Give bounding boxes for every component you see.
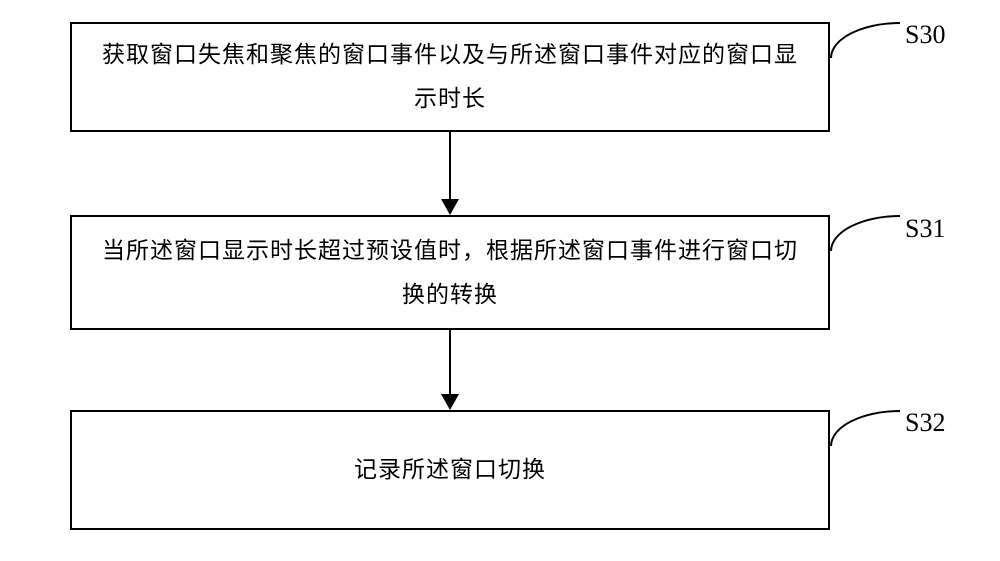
flow-step-s30: 获取窗口失焦和聚焦的窗口事件以及与所述窗口事件对应的窗口显示时长 bbox=[70, 22, 830, 132]
arrow-s30-s31-head bbox=[441, 199, 459, 215]
arrow-s31-s32-head bbox=[441, 394, 459, 410]
arrow-s30-s31-line bbox=[449, 132, 451, 199]
label-s31: S31 bbox=[905, 214, 945, 244]
label-s32: S32 bbox=[905, 408, 945, 438]
flow-step-s31: 当所述窗口显示时长超过预设值时，根据所述窗口事件进行窗口切换的转换 bbox=[70, 215, 830, 330]
flow-step-s31-text: 当所述窗口显示时长超过预设值时，根据所述窗口事件进行窗口切换的转换 bbox=[102, 229, 798, 316]
callout-s31 bbox=[830, 215, 900, 251]
arrow-s31-s32-line bbox=[449, 330, 451, 394]
flow-step-s32: 记录所述窗口切换 bbox=[70, 410, 830, 530]
flowchart-canvas: 获取窗口失焦和聚焦的窗口事件以及与所述窗口事件对应的窗口显示时长 S30 当所述… bbox=[0, 0, 1000, 561]
callout-s32 bbox=[830, 410, 900, 446]
flow-step-s32-text: 记录所述窗口切换 bbox=[354, 448, 546, 492]
label-s30: S30 bbox=[905, 20, 945, 50]
flow-step-s30-text: 获取窗口失焦和聚焦的窗口事件以及与所述窗口事件对应的窗口显示时长 bbox=[102, 33, 798, 120]
callout-s30 bbox=[830, 22, 900, 58]
